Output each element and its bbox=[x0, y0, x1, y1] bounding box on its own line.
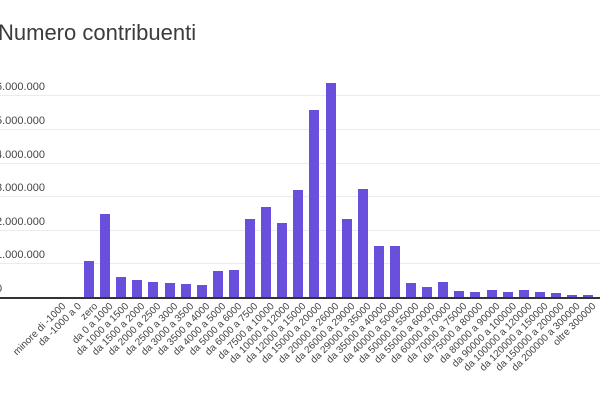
bar[interactable] bbox=[196, 284, 207, 297]
bar[interactable] bbox=[357, 188, 368, 297]
gridline bbox=[0, 129, 600, 130]
bar[interactable] bbox=[422, 286, 433, 297]
y-tick-label: 2.000.000 bbox=[0, 215, 45, 228]
bar[interactable] bbox=[486, 289, 497, 297]
bar[interactable] bbox=[341, 218, 352, 297]
chart-title: Numero contribuenti bbox=[0, 20, 197, 45]
bar[interactable] bbox=[116, 276, 127, 297]
bar[interactable] bbox=[567, 294, 577, 297]
bar[interactable] bbox=[325, 82, 336, 297]
y-tick-label: 6.000.000 bbox=[0, 81, 45, 94]
y-tick-label: 0 bbox=[0, 283, 2, 295]
bar[interactable] bbox=[100, 213, 111, 297]
bar[interactable] bbox=[550, 292, 561, 297]
bar[interactable] bbox=[373, 245, 384, 297]
bar[interactable] bbox=[84, 261, 94, 297]
bar[interactable] bbox=[132, 279, 143, 297]
bar[interactable] bbox=[212, 271, 223, 297]
bar[interactable] bbox=[502, 291, 513, 297]
bar[interactable] bbox=[180, 284, 191, 297]
bar[interactable] bbox=[438, 281, 449, 297]
y-tick-label: 1.000.000 bbox=[0, 249, 45, 262]
y-tick-label: 5.000.000 bbox=[0, 115, 45, 127]
gridline bbox=[0, 95, 600, 97]
bar[interactable] bbox=[309, 109, 320, 297]
x-axis-line bbox=[0, 297, 600, 299]
bar[interactable] bbox=[228, 270, 239, 297]
bar[interactable] bbox=[518, 290, 529, 297]
y-tick-label: 3.000.000 bbox=[0, 182, 45, 195]
bar[interactable] bbox=[406, 283, 416, 297]
bar[interactable] bbox=[454, 290, 465, 297]
bar[interactable] bbox=[164, 282, 175, 297]
bar[interactable] bbox=[293, 190, 304, 297]
bar[interactable] bbox=[583, 294, 594, 297]
y-tick-label: 4.000.000 bbox=[0, 148, 45, 161]
gridline bbox=[0, 162, 600, 164]
bar[interactable] bbox=[389, 245, 400, 297]
bar[interactable] bbox=[261, 206, 272, 297]
bar[interactable] bbox=[534, 291, 545, 297]
bar[interactable] bbox=[470, 291, 481, 297]
bar[interactable] bbox=[245, 218, 255, 297]
bar[interactable] bbox=[148, 281, 159, 297]
bar[interactable] bbox=[277, 223, 288, 297]
